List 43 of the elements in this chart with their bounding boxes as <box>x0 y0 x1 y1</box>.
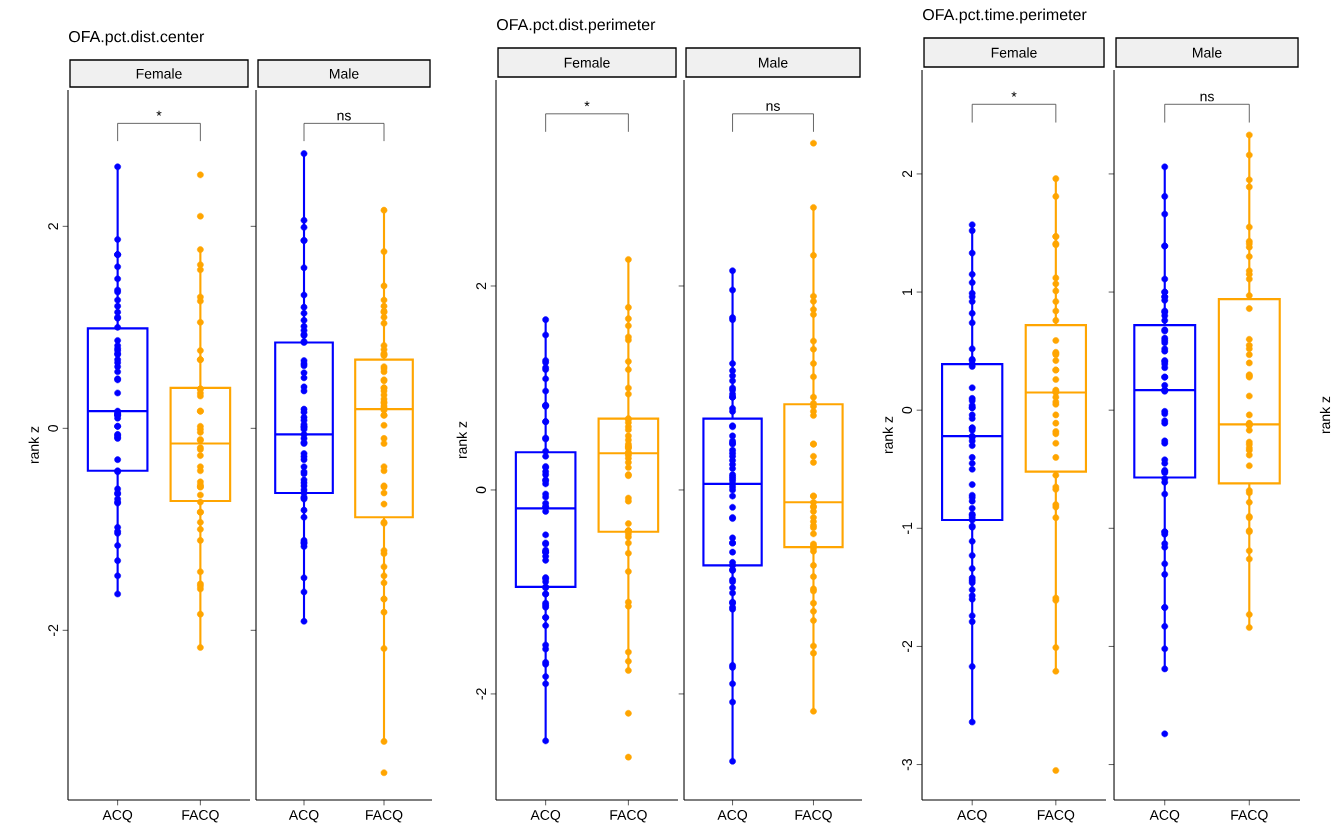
chart-subtitle: Female <box>136 68 182 79</box>
y-tick-label: -2 <box>48 624 58 636</box>
y-tick-label: 0 <box>48 424 58 432</box>
y-axis-title: rank z <box>456 421 467 459</box>
annotation: ns <box>766 103 780 111</box>
chart-title: OFA.pct.time.perimeter <box>923 8 1087 24</box>
y-tick-label: 2 <box>476 282 486 290</box>
x-tick-label: ACQ <box>288 810 319 823</box>
chart-title: OFA.pct.dist.perimeter <box>497 18 656 34</box>
chart-subtitle: Female <box>564 57 610 68</box>
y-tick-label: -3 <box>902 758 912 771</box>
x-tick-label: FACQ <box>610 810 647 823</box>
y-tick-label: -1 <box>902 522 912 534</box>
x-tick-label: ACQ <box>530 810 561 823</box>
annotation: * <box>156 110 162 116</box>
y-axis-title: rank z <box>28 426 39 464</box>
y-tick-label: 1 <box>902 288 912 295</box>
x-tick-label: FACQ <box>1037 810 1075 823</box>
x-tick-label: ACQ <box>1149 810 1180 823</box>
chart-subtitle: Female <box>991 47 1037 58</box>
x-tick-label: FACQ <box>1231 810 1268 823</box>
chart-title: OFA.pct.dist.center <box>69 30 205 46</box>
y-tick-label: -2 <box>476 688 486 700</box>
x-tick-label: FACQ <box>795 810 832 823</box>
y-tick-label: 0 <box>476 486 486 494</box>
annotation: ns <box>1200 93 1214 102</box>
chart-subtitle: Male <box>1193 47 1222 58</box>
x-tick-label: FACQ <box>366 810 403 823</box>
x-tick-label: ACQ <box>957 810 987 823</box>
annotation: ns <box>337 112 351 121</box>
y-tick-label: 2 <box>902 170 912 178</box>
annotation: * <box>584 101 590 107</box>
text: rank z <box>1319 396 1331 434</box>
x-tick-label: FACQ <box>182 810 219 823</box>
y-tick-label: -2 <box>902 640 912 653</box>
x-tick-label: ACQ <box>717 810 748 823</box>
chart-subtitle: Male <box>329 68 359 79</box>
annotation: * <box>1011 91 1017 97</box>
y-tick-label: 2 <box>48 223 58 230</box>
x-tick-label: ACQ <box>102 810 133 823</box>
y-tick-label: 0 <box>902 406 912 414</box>
chart-subtitle: Male <box>758 57 788 68</box>
y-axis-title: rank z <box>882 416 893 454</box>
